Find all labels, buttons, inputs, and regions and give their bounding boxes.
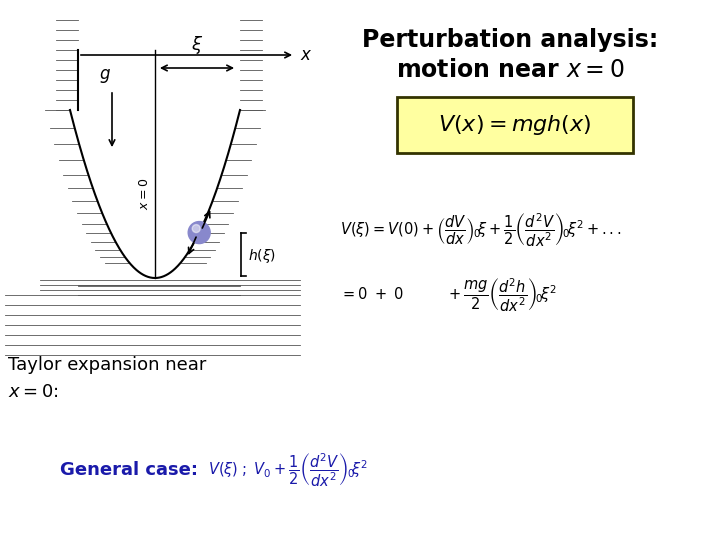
Text: General case:: General case: <box>60 461 198 479</box>
Circle shape <box>188 221 210 244</box>
Text: Perturbation analysis:: Perturbation analysis: <box>362 28 658 52</box>
Text: $x=0$: $x=0$ <box>138 178 151 210</box>
Text: motion near $x = \mathit{0}$: motion near $x = \mathit{0}$ <box>396 58 624 82</box>
Text: $\xi$: $\xi$ <box>191 34 203 56</box>
Text: $V(\xi)=V(0)+\left(\dfrac{dV}{dx}\right)_{\!0}\!\xi+\dfrac{1}{2}\left(\dfrac{d^2: $V(\xi)=V(0)+\left(\dfrac{dV}{dx}\right)… <box>340 211 621 249</box>
Text: $x = \mathit{0}$:: $x = \mathit{0}$: <box>8 383 58 401</box>
Text: $h(\xi)$: $h(\xi)$ <box>248 247 276 265</box>
Text: $g$: $g$ <box>99 67 111 85</box>
Polygon shape <box>70 105 240 278</box>
Text: $V(x) = mgh(x)$: $V(x) = mgh(x)$ <box>438 113 592 137</box>
Text: Taylor expansion near: Taylor expansion near <box>8 356 207 374</box>
Text: $=0\;+\;0\qquad\quad+\dfrac{mg}{2}\left(\dfrac{d^2h}{dx^2}\right)_{\!0}\!\xi^2$: $=0\;+\;0\qquad\quad+\dfrac{mg}{2}\left(… <box>340 276 557 314</box>
Circle shape <box>192 225 200 233</box>
Text: $x$: $x$ <box>300 46 312 64</box>
FancyBboxPatch shape <box>397 97 633 153</box>
Text: $V(\xi)\;;\;V_0+\dfrac{1}{2}\left(\dfrac{d^2V}{dx^2}\right)_{\!0}\!\xi^2$: $V(\xi)\;;\;V_0+\dfrac{1}{2}\left(\dfrac… <box>208 451 369 489</box>
